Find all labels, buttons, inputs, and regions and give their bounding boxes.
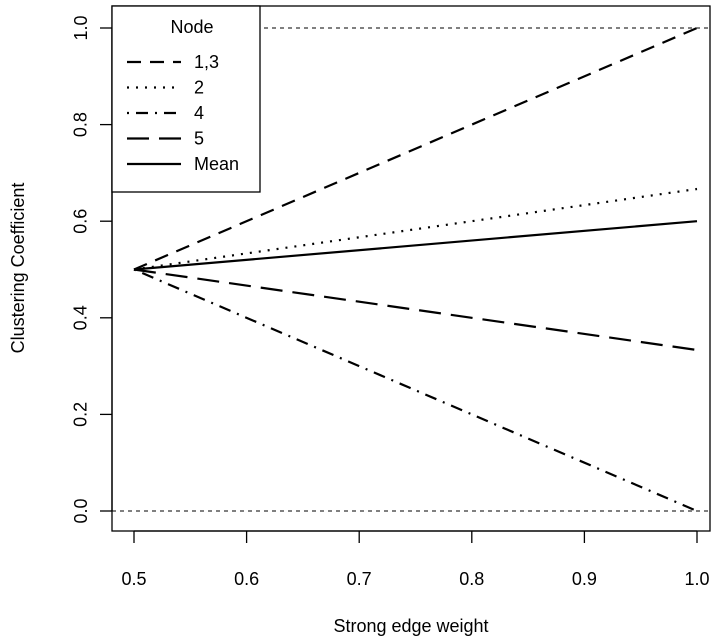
- y-tick-label-0: 0.0: [71, 498, 91, 523]
- y-axis: 0.0 0.2 0.4 0.6 0.8 1.0: [71, 15, 113, 524]
- series-line-4: [133, 220, 698, 271]
- y-axis-label: Clustering Coefficient: [8, 183, 28, 354]
- legend-label-1: 2: [194, 78, 204, 98]
- legend-label-2: 4: [194, 103, 204, 123]
- series-lines: [133, 26, 698, 513]
- y-tick-label-5: 1.0: [71, 15, 91, 40]
- legend-label-0: 1,3: [194, 52, 219, 72]
- x-axis-label: Strong edge weight: [333, 616, 488, 636]
- y-tick-label-3: 0.6: [71, 209, 91, 234]
- legend-label-3: 5: [194, 129, 204, 149]
- x-tick-label-5: 1.0: [684, 569, 709, 589]
- x-axis: 0.5 0.6 0.7 0.8 0.9 1.0: [121, 530, 710, 589]
- legend-title: Node: [170, 17, 213, 37]
- x-tick-label-4: 0.9: [572, 569, 597, 589]
- x-tick-label-1: 0.6: [234, 569, 259, 589]
- x-tick-label-2: 0.7: [347, 569, 372, 589]
- x-tick-label-3: 0.8: [459, 569, 484, 589]
- legend-label-4: Mean: [194, 154, 239, 174]
- y-tick-label-1: 0.2: [71, 402, 91, 427]
- legend: Node 1,3 2 4 5 Mean: [111, 5, 261, 193]
- series-line-0: [133, 26, 698, 271]
- y-tick-label-4: 0.8: [71, 112, 91, 137]
- series-line-3: [133, 268, 698, 352]
- legend-box: [111, 5, 261, 193]
- y-tick-label-2: 0.4: [71, 305, 91, 330]
- x-tick-label-0: 0.5: [121, 569, 146, 589]
- legend-entries: 1,3 2 4 5 Mean: [127, 52, 239, 174]
- series-line-2: [133, 268, 698, 513]
